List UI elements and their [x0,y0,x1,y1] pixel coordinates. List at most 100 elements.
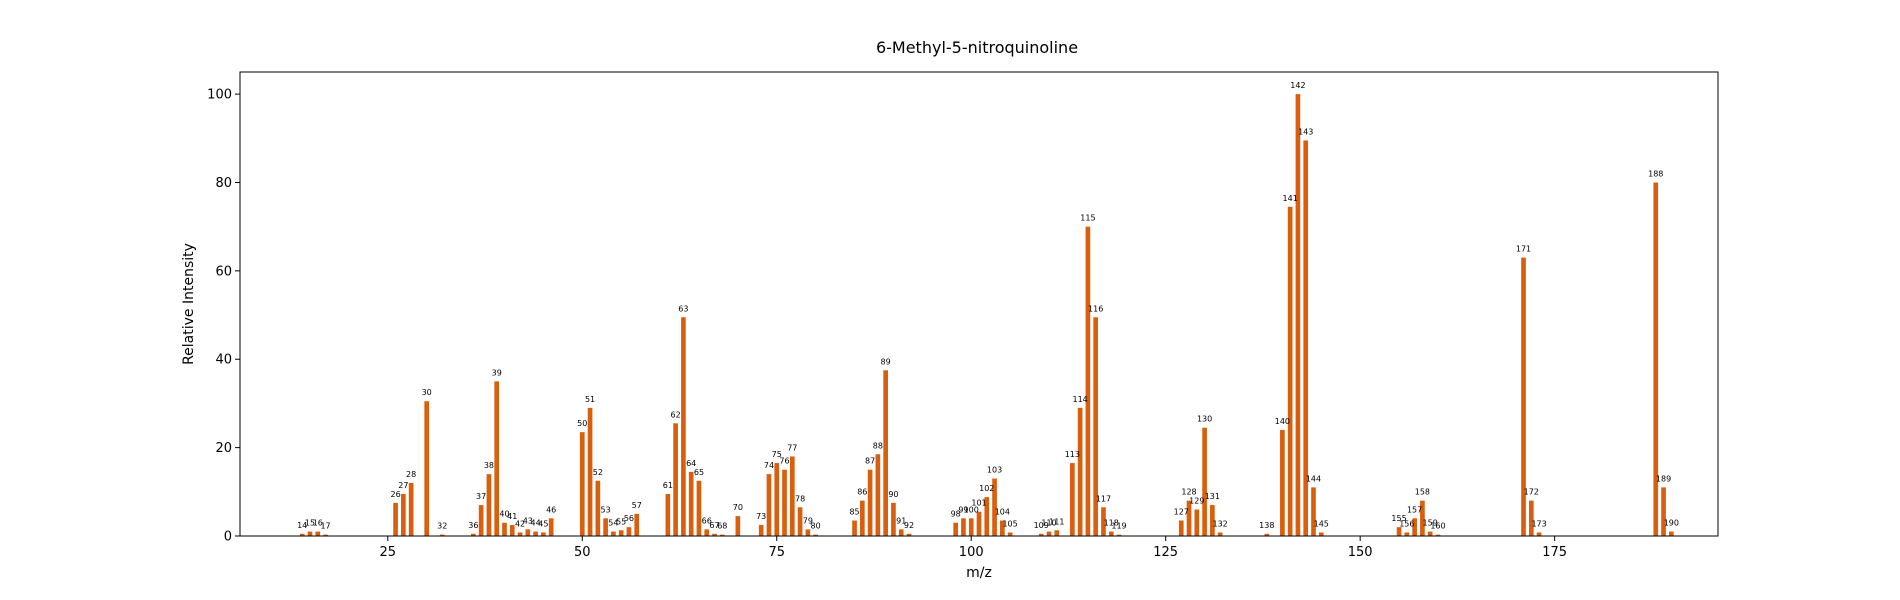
bar-mz-40 [502,522,507,536]
x-tick-label: 125 [1153,545,1178,560]
bar-mz-113 [1070,463,1075,536]
bar-mz-142 [1295,94,1301,536]
bar-label-mz-99: 99 [958,505,968,514]
bar-mz-111 [1054,530,1060,536]
bar-label-mz-90: 90 [888,490,898,499]
bar-mz-158 [1420,500,1425,536]
bar-label-mz-38: 38 [484,461,494,470]
bar-mz-78 [797,507,803,536]
y-tick-label: 100 [207,88,232,103]
x-tick-label: 175 [1542,545,1567,560]
bar-label-mz-145: 145 [1314,519,1329,528]
bar-label-mz-65: 65 [694,468,704,477]
bar-label-mz-39: 39 [492,368,502,377]
x-tick-label: 75 [768,545,785,560]
y-tick-label: 80 [215,176,232,191]
bar-mz-36 [471,533,476,536]
bar-mz-109 [1038,533,1044,536]
bar-label-mz-61: 61 [663,481,673,490]
bar-mz-27 [401,494,406,536]
bar-label-mz-16: 16 [313,519,323,528]
bar-label-mz-67: 67 [709,521,719,530]
bar-label-mz-42: 42 [515,519,525,528]
bar-label-mz-171: 171 [1516,245,1531,254]
bar-mz-103 [992,478,997,536]
bar-label-mz-43: 43 [523,516,533,525]
bar-mz-28 [408,482,414,536]
bar-mz-52 [595,480,601,536]
y-tick-label: 20 [215,441,232,456]
bar-mz-160 [1435,534,1441,536]
bar-mz-138 [1264,533,1270,536]
bar-label-mz-155: 155 [1391,514,1406,523]
bar-label-mz-91: 91 [896,516,906,525]
bar-label-mz-127: 127 [1174,508,1189,517]
bar-label-mz-63: 63 [678,304,688,313]
plot-frame [239,71,1719,537]
bar-label-mz-140: 140 [1275,417,1290,426]
bar-label-mz-78: 78 [795,494,805,503]
bar-label-mz-159: 159 [1423,519,1438,528]
bar-mz-77 [789,456,795,536]
bar-mz-56 [626,527,632,536]
bar-label-mz-64: 64 [686,459,696,468]
bar-mz-39 [494,381,500,536]
bar-mz-117 [1101,507,1106,536]
bar-label-mz-144: 144 [1306,474,1321,483]
y-tick-label: 40 [215,353,232,368]
bar-label-mz-119: 119 [1111,522,1126,531]
bar-label-mz-79: 79 [803,516,813,525]
bar-label-mz-114: 114 [1072,395,1087,404]
bar-label-mz-45: 45 [538,519,548,528]
bar-label-mz-87: 87 [865,457,875,466]
bar-label-mz-57: 57 [632,501,642,510]
bar-label-mz-132: 132 [1213,519,1228,528]
bar-label-mz-85: 85 [849,508,859,517]
bar-label-mz-105: 105 [1002,519,1017,528]
bar-mz-188 [1653,182,1659,537]
bar-mz-66 [704,529,710,536]
bar-mz-38 [486,474,492,536]
bar-label-mz-77: 77 [787,443,797,452]
bar-mz-16 [315,531,321,536]
bar-mz-145 [1318,532,1324,536]
bar-label-mz-26: 26 [390,490,400,499]
bar-label-mz-190: 190 [1664,519,1679,528]
bar-mz-53 [603,518,608,536]
bar-label-mz-44: 44 [531,519,541,528]
bar-mz-92 [906,533,912,536]
bar-mz-90 [891,502,896,536]
bar-mz-42 [517,532,523,536]
bar-label-mz-56: 56 [624,514,634,523]
bar-label-mz-80: 80 [811,522,821,531]
bar-series [299,94,1674,537]
bar-mz-43 [525,529,531,536]
y-tick-label: 60 [215,264,232,279]
bar-label-mz-128: 128 [1181,488,1196,497]
bar-label-mz-116: 116 [1088,304,1103,313]
bar-mz-62 [673,423,678,536]
bar-label-mz-115: 115 [1080,214,1095,223]
bar-mz-155 [1396,527,1402,536]
bar-mz-64 [688,471,694,536]
bar-mz-190 [1668,531,1674,536]
bar-mz-15 [307,531,313,536]
bar-mz-86 [859,500,865,536]
bar-mz-127 [1178,520,1184,536]
y-tick-label: 0 [224,530,232,545]
bar-label-mz-158: 158 [1415,488,1430,497]
bar-label-mz-15: 15 [305,519,315,528]
y-axis-ticks: 0 20 40 60 80 100 [207,88,240,545]
bar-mz-32 [439,534,445,536]
bar-label-mz-76: 76 [779,457,789,466]
bar-mz-100 [968,518,974,536]
bar-mz-102 [984,497,990,536]
bar-mz-157 [1412,518,1417,536]
x-tick-label: 100 [959,545,984,560]
bar-label-mz-160: 160 [1430,522,1445,531]
bar-mz-70 [735,516,741,536]
bar-mz-99 [961,518,966,536]
bar-mz-104 [1000,520,1005,536]
bar-mz-159 [1427,531,1433,536]
